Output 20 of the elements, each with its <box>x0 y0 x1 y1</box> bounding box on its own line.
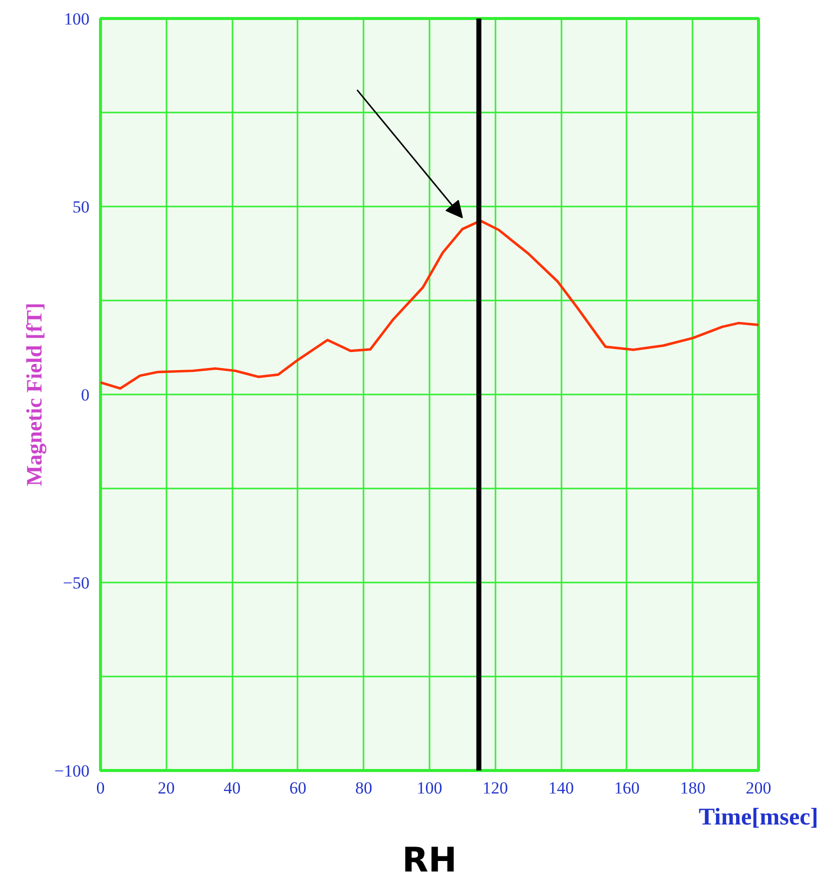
y-tick-label: 50 <box>72 198 90 216</box>
x-tick-label: 200 <box>746 778 772 798</box>
x-tick-label: 100 <box>416 778 442 798</box>
x-tick-label: 60 <box>289 778 306 798</box>
y-axis-title: Magnetic Field [fT] <box>21 302 46 486</box>
x-tick-label: 20 <box>158 778 175 798</box>
x-tick-label: 180 <box>680 778 706 798</box>
x-tick-label: 140 <box>548 778 574 798</box>
x-tick-label: 40 <box>224 778 241 798</box>
x-axis-title: Time[msec] <box>698 804 818 830</box>
x-tick-label: 80 <box>355 778 372 798</box>
x-tick-label: 160 <box>614 778 640 798</box>
y-tick-label: 0 <box>81 386 90 404</box>
line-series <box>100 220 758 390</box>
y-tick-label: −50 <box>62 574 90 592</box>
y-tick-label: −100 <box>54 762 90 780</box>
x-tick-label: 120 <box>482 778 508 798</box>
text: RH <box>402 840 457 880</box>
x-tick-label: 0 <box>96 778 105 798</box>
y-tick-label: 100 <box>64 10 90 28</box>
